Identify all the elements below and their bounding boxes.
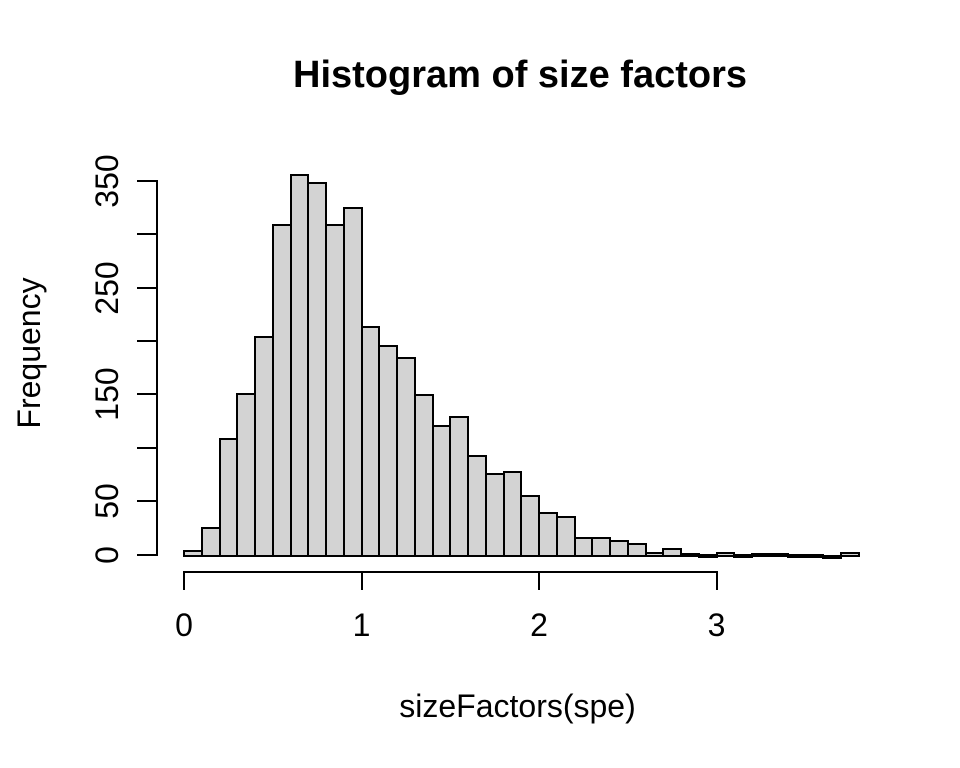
y-tick-mark <box>137 446 156 449</box>
x-tick-label: 1 <box>352 607 371 643</box>
histogram-bar <box>822 555 842 559</box>
y-tick-mark <box>137 553 156 556</box>
y-tick-mark <box>137 179 156 182</box>
histogram-bar <box>626 543 647 557</box>
y-tick-label: 0 <box>89 545 125 564</box>
x-tick-label: 0 <box>175 607 193 643</box>
y-tick-mark <box>137 286 156 289</box>
x-tick-mark <box>360 570 363 590</box>
histogram-bar <box>839 551 860 557</box>
y-tick-label: 50 <box>89 483 125 519</box>
histogram-bar <box>555 515 576 557</box>
x-tick-mark <box>183 570 185 590</box>
y-tick-mark <box>137 340 156 342</box>
chart-title: Histogram of size factors <box>293 54 747 96</box>
y-axis-title: Frequency <box>11 277 47 429</box>
y-tick-mark <box>137 233 156 236</box>
y-axis-line <box>155 179 158 556</box>
x-axis-line <box>183 570 718 573</box>
x-tick-mark <box>538 570 540 590</box>
histogram-bar <box>662 547 682 557</box>
x-tick-label: 2 <box>530 607 548 643</box>
x-axis-title: sizeFactors(spe) <box>399 688 636 724</box>
y-tick-label: 350 <box>89 154 125 208</box>
y-tick-label: 150 <box>89 367 125 422</box>
x-tick-label: 3 <box>707 607 726 643</box>
y-tick-label: 250 <box>89 260 125 315</box>
x-tick-mark <box>715 570 718 590</box>
y-tick-mark <box>137 500 156 503</box>
y-tick-mark <box>137 393 156 396</box>
